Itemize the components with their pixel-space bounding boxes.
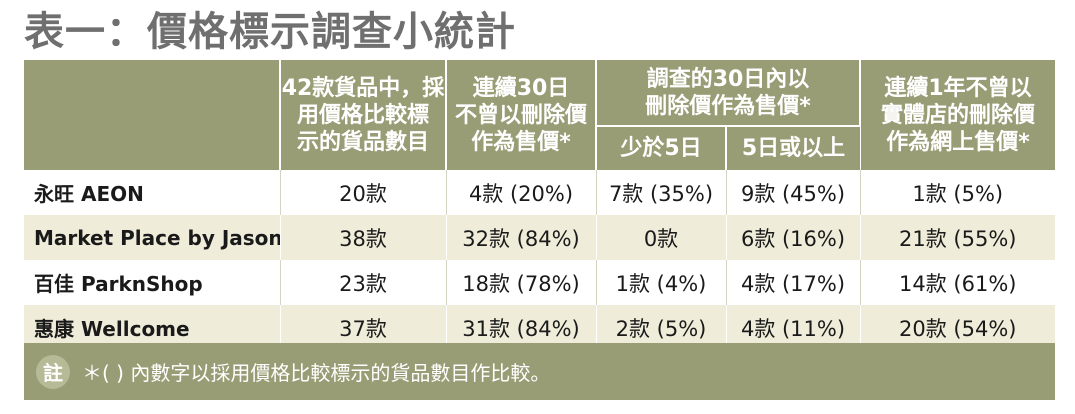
cell-online: 14款 (61%) bbox=[860, 260, 1056, 305]
retailer-name: 永旺 AEON bbox=[24, 170, 281, 215]
header-blank-cell bbox=[24, 60, 281, 170]
cell-online: 20款 (54%) bbox=[860, 305, 1056, 350]
table-row: 百佳 ParknShop 23款 18款 (78%) 1款 (4%) 4款 (1… bbox=[24, 260, 1056, 305]
cell-count: 37款 bbox=[280, 305, 447, 350]
retailer-name: 百佳 ParknShop bbox=[24, 260, 281, 305]
header-online-price-1year: 連續1年不曾以 實體店的刪除價 作為網上售價* bbox=[860, 60, 1056, 170]
cell-count: 23款 bbox=[280, 260, 447, 305]
table-row: 永旺 AEON 20款 4款 (20%) 7款 (35%) 9款 (45%) 1… bbox=[24, 170, 1056, 215]
retailer-name: Market Place by Jasons bbox=[24, 215, 281, 260]
header-used-within-30days: 調查的30日內以 刪除價作為售價* bbox=[596, 60, 862, 127]
header-never-used-30days: 連續30日 不曾以刪除價 作為售價* bbox=[446, 60, 597, 170]
footnote-bar: 註 ＊( ) 內數字以採用價格比較標示的貨品數目作比較。 bbox=[24, 343, 1055, 400]
header-row: 42款貨品中，採 用價格比較標 示的貨品數目 連續30日 不曾以刪除價 作為售價… bbox=[24, 60, 1056, 170]
cell-less-than-5: 7款 (35%) bbox=[596, 170, 727, 215]
cell-less-than-5: 0款 bbox=[596, 215, 727, 260]
cell-never-used: 18款 (78%) bbox=[446, 260, 597, 305]
subheader-5-days-or-more: 5日或以上 bbox=[726, 126, 861, 170]
table-row: Market Place by Jasons 38款 32款 (84%) 0款 … bbox=[24, 215, 1056, 260]
cell-less-than-5: 2款 (5%) bbox=[596, 305, 727, 350]
note-icon: 註 bbox=[36, 354, 70, 389]
table-title: 表一：價格標示調查小統計 bbox=[24, 9, 516, 55]
cell-never-used: 4款 (20%) bbox=[446, 170, 597, 215]
cell-never-used: 31款 (84%) bbox=[446, 305, 597, 350]
cell-count: 38款 bbox=[280, 215, 447, 260]
header-price-comparison-count: 42款貨品中，採 用價格比較標 示的貨品數目 bbox=[280, 60, 447, 170]
subheader-less-than-5-days: 少於5日 bbox=[596, 126, 727, 170]
cell-count: 20款 bbox=[280, 170, 447, 215]
price-survey-table: 42款貨品中，採 用價格比較標 示的貨品數目 連續30日 不曾以刪除價 作為售價… bbox=[24, 60, 1056, 350]
cell-5-or-more: 9款 (45%) bbox=[726, 170, 861, 215]
retailer-name: 惠康 Wellcome bbox=[24, 305, 281, 350]
cell-5-or-more: 4款 (11%) bbox=[726, 305, 861, 350]
cell-5-or-more: 4款 (17%) bbox=[726, 260, 861, 305]
cell-online: 21款 (55%) bbox=[860, 215, 1056, 260]
table-row: 惠康 Wellcome 37款 31款 (84%) 2款 (5%) 4款 (11… bbox=[24, 305, 1056, 350]
cell-online: 1款 (5%) bbox=[860, 170, 1056, 215]
footnote-text: ＊( ) 內數字以採用價格比較標示的貨品數目作比較。 bbox=[82, 361, 551, 385]
cell-5-or-more: 6款 (16%) bbox=[726, 215, 861, 260]
cell-less-than-5: 1款 (4%) bbox=[596, 260, 727, 305]
subheader-row: 少於5日 5日或以上 bbox=[24, 126, 1055, 170]
cell-never-used: 32款 (84%) bbox=[446, 215, 597, 260]
